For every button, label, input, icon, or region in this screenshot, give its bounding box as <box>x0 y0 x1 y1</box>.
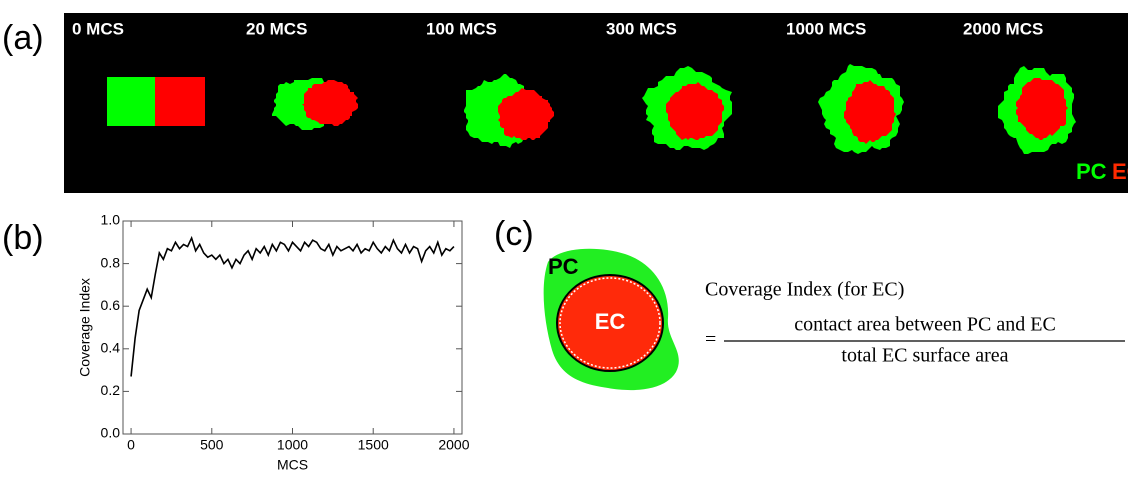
ec-cluster <box>498 88 554 140</box>
panel-label: (b) <box>2 219 44 257</box>
ec-cluster <box>302 80 358 126</box>
plot-frame <box>122 220 463 435</box>
ec-cluster <box>844 80 896 144</box>
time-label: 300 MCS <box>606 19 677 38</box>
legend-pc: PC <box>1076 159 1107 184</box>
time-label: 1000 MCS <box>786 19 866 38</box>
time-label: 100 MCS <box>426 19 497 38</box>
y-tick-label: 1.0 <box>101 212 121 228</box>
time-label: 20 MCS <box>246 19 307 38</box>
ec-cluster <box>1016 78 1068 140</box>
y-axis-title: Coverage Index <box>77 278 93 377</box>
data-line <box>130 235 455 377</box>
time-label: 0 MCS <box>72 19 124 38</box>
y-tick-label: 0.8 <box>101 254 121 270</box>
y-tick-label: 0.6 <box>101 297 121 313</box>
ec-shape <box>556 274 664 372</box>
panel-label: (a) <box>2 19 44 57</box>
pc-block <box>107 77 155 126</box>
ec-block <box>155 77 205 126</box>
y-tick-label: 0.4 <box>101 340 121 356</box>
x-tick-label: 0 <box>127 437 135 453</box>
line-chart: (b) 0.0 0.2 0.4 0.6 0.8 1.0 0 500 1000 1500 2000 MC… <box>2 212 470 473</box>
y-tick-label: 0.0 <box>101 425 121 441</box>
ec-cluster <box>666 82 724 140</box>
panel-label: (c) <box>494 215 534 253</box>
pc-label: PC <box>548 254 579 279</box>
y-tick-label: 0.2 <box>101 382 121 398</box>
x-tick-label: 1000 <box>277 437 308 453</box>
x-tick-label: 2000 <box>438 437 469 453</box>
cell-snapshots <box>107 64 1076 154</box>
formula-denominator: total EC surface area <box>841 345 1008 367</box>
formula-equals: = <box>705 329 716 351</box>
ec-label: EC <box>595 309 626 334</box>
contact-boundary <box>559 277 661 369</box>
x-tick-label: 500 <box>200 437 224 453</box>
time-label: 2000 MCS <box>963 19 1043 38</box>
x-tick-label: 1500 <box>358 437 389 453</box>
x-axis-title: MCS <box>277 457 308 473</box>
formula-title: Coverage Index (for EC) <box>705 279 904 301</box>
legend-ec: EC <box>1112 159 1128 184</box>
formula-numerator: contact area between PC and EC <box>794 314 1056 336</box>
simulation-strip <box>64 13 1128 193</box>
